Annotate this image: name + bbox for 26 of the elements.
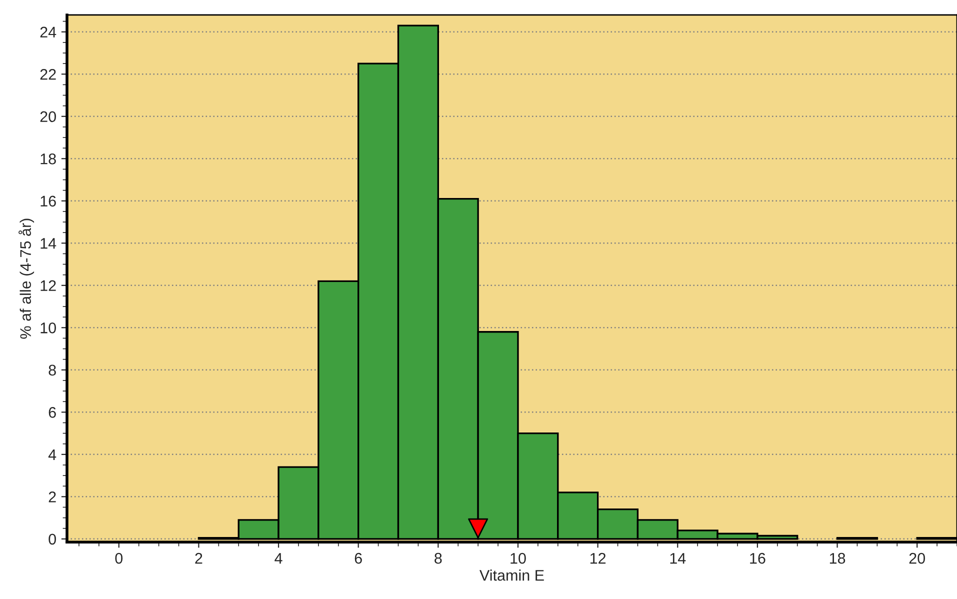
x-tick-label: 8 (434, 552, 442, 564)
x-tick-label: 10 (510, 552, 526, 564)
y-tick-label: 20 (40, 111, 56, 122)
x-tick-label: 20 (909, 552, 925, 564)
y-tick-label: 8 (48, 364, 56, 376)
x-tick-label: 18 (830, 552, 846, 564)
y-tick-label: 4 (48, 449, 56, 460)
x-tick-label: 6 (354, 552, 362, 564)
x-tick-label: 0 (115, 552, 123, 564)
x-axis-title: Vitamin E (480, 570, 544, 581)
x-tick-label: 14 (670, 553, 686, 564)
y-tick-label: 12 (40, 280, 56, 291)
y-tick-label: 10 (40, 322, 56, 334)
y-tick-label: 16 (40, 196, 56, 207)
y-tick-label: 0 (48, 534, 56, 545)
x-tick-label: 2 (195, 552, 202, 564)
y-tick-label: 24 (40, 26, 56, 38)
x-tick-label: 12 (590, 552, 606, 564)
y-tick-label: 18 (40, 154, 56, 164)
y-tick-label: 2 (48, 492, 56, 502)
y-tick-label: 22 (40, 69, 56, 80)
x-tick-label: 4 (274, 553, 282, 564)
y-tick-label: 6 (48, 407, 56, 418)
x-tick-label: 16 (750, 552, 766, 564)
y-axis-title: % af alle (4-75 år) (18, 218, 34, 339)
y-tick-label: 14 (40, 238, 56, 249)
